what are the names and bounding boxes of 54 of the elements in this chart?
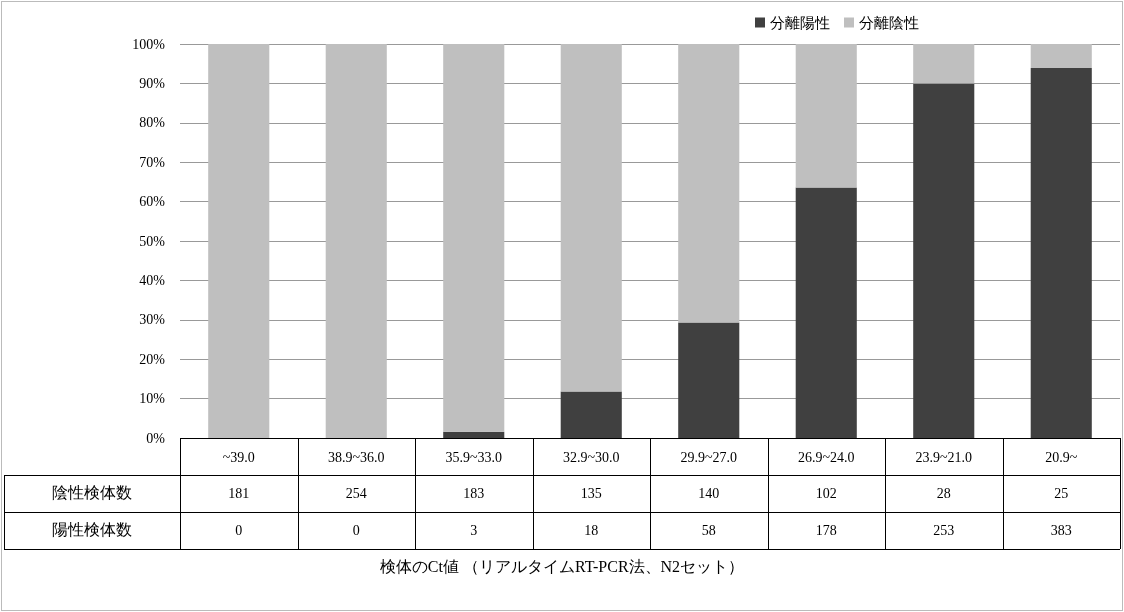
bar xyxy=(913,44,975,84)
y-tick-label: 100% xyxy=(132,36,166,52)
bar xyxy=(560,391,622,438)
bar xyxy=(560,44,622,392)
text: 陰性検体数 xyxy=(51,483,133,503)
text: 検体のCt値 （リアルタイムRT-PCR法、N2セット） xyxy=(378,557,746,577)
text: 28 xyxy=(935,484,952,503)
bar xyxy=(208,44,270,438)
text: 0 xyxy=(234,521,244,540)
bar xyxy=(795,44,857,188)
legend-label: 分離陰性 xyxy=(859,14,919,31)
text: 178 xyxy=(814,521,838,540)
y-tick-label: 80% xyxy=(139,115,166,131)
y-tick-label: 70% xyxy=(139,154,166,170)
y-tick-label: 60% xyxy=(139,194,166,210)
text: 253 xyxy=(932,521,956,540)
bar xyxy=(795,187,857,438)
text: 140 xyxy=(697,484,721,503)
text: 0 xyxy=(351,521,361,540)
y-tick-label: 10% xyxy=(139,391,166,407)
text: 18 xyxy=(583,521,600,540)
text: 383 xyxy=(1049,521,1073,540)
text: 183 xyxy=(462,484,486,503)
y-tick-label: 40% xyxy=(139,272,166,288)
bar xyxy=(443,431,505,438)
y-tick-label: 20% xyxy=(139,351,166,367)
x-tick-label: 26.9~24.0 xyxy=(797,449,855,465)
bar xyxy=(678,322,740,438)
text: 102 xyxy=(814,484,838,503)
x-tick-label: 32.9~30.0 xyxy=(562,449,620,465)
text: 135 xyxy=(579,484,603,503)
x-tick-label: 38.9~36.0 xyxy=(327,449,385,465)
text: 3 xyxy=(469,521,479,540)
bar xyxy=(443,44,505,432)
x-tick-label: ~39.0 xyxy=(222,449,255,465)
y-tick-label: 90% xyxy=(139,75,166,91)
text: 181 xyxy=(227,484,251,503)
text: 陽性検体数 xyxy=(51,520,133,540)
y-tick-label: 30% xyxy=(139,312,166,328)
text: 25 xyxy=(1053,484,1070,503)
y-tick-label: 50% xyxy=(139,233,166,249)
bar xyxy=(1030,68,1092,438)
bar xyxy=(913,83,975,438)
text: 58 xyxy=(700,521,717,540)
x-tick-label: 29.9~27.0 xyxy=(680,449,738,465)
bar xyxy=(1030,44,1092,69)
x-tick-label: 20.9~ xyxy=(1045,449,1078,465)
y-tick-label: 0% xyxy=(146,430,166,446)
bar xyxy=(325,44,387,438)
x-tick-label: 35.9~33.0 xyxy=(445,449,503,465)
text: 254 xyxy=(344,484,368,503)
bar xyxy=(678,44,740,323)
legend-label: 分離陽性 xyxy=(770,14,830,31)
x-tick-label: 23.9~21.0 xyxy=(915,449,973,465)
